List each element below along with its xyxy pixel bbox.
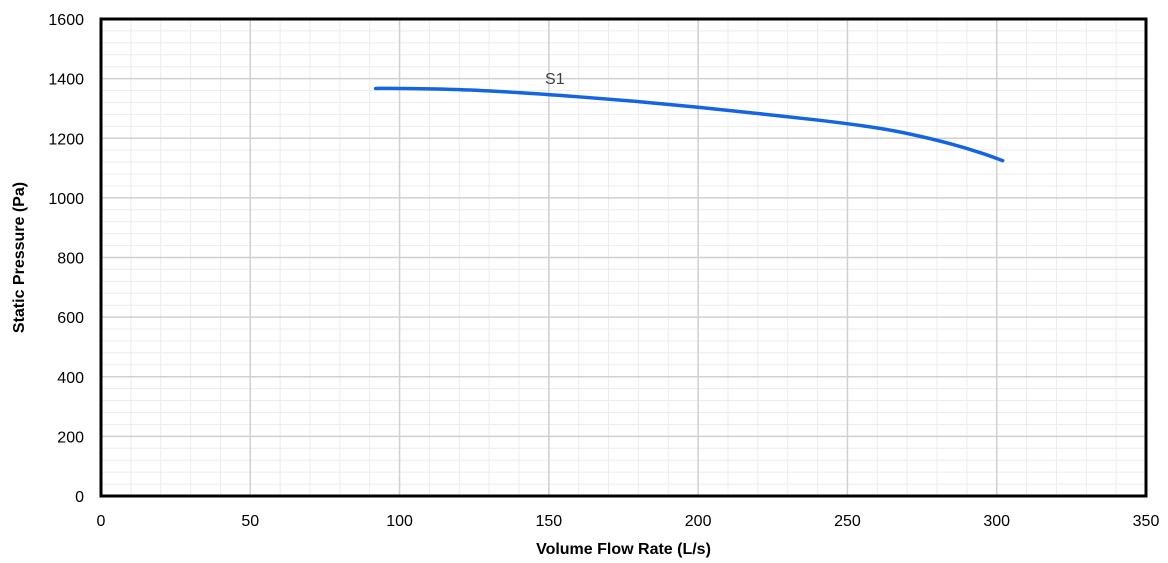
y-tick-label: 0 (75, 489, 84, 506)
y-tick-label: 800 (57, 251, 84, 268)
plot-area-frame (99, 17, 1148, 498)
x-axis-ticks: 0 50 100 150 200 250 300 350 (97, 513, 1160, 530)
y-tick-label: 600 (57, 310, 84, 327)
y-tick-label: 1200 (48, 131, 84, 148)
x-tick-label: 250 (834, 513, 861, 530)
x-tick-label: 150 (536, 513, 563, 530)
x-tick-label: 50 (241, 513, 259, 530)
y-tick-label: 1600 (48, 12, 84, 29)
series-layer (373, 86, 1005, 163)
y-tick-label: 1400 (48, 72, 84, 89)
x-tick-label: 200 (685, 513, 712, 530)
x-tick-label: 100 (386, 513, 413, 530)
series-line (373, 86, 1005, 163)
x-tick-label: 350 (1133, 513, 1160, 530)
x-tick-label: 0 (97, 513, 106, 530)
series-label: S1 (545, 71, 565, 88)
x-tick-label: 300 (983, 513, 1010, 530)
y-tick-label: 400 (57, 370, 84, 387)
y-axis-ticks: 0 200 400 600 800 1000 1200 1400 1600 (48, 12, 84, 506)
y-tick-label: 1000 (48, 191, 84, 208)
y-axis-title: Static Pressure (Pa) (11, 182, 28, 333)
annotation-layer: S1 (545, 71, 565, 88)
x-axis-title: Volume Flow Rate (L/s) (536, 541, 711, 558)
y-tick-label: 200 (57, 429, 84, 446)
